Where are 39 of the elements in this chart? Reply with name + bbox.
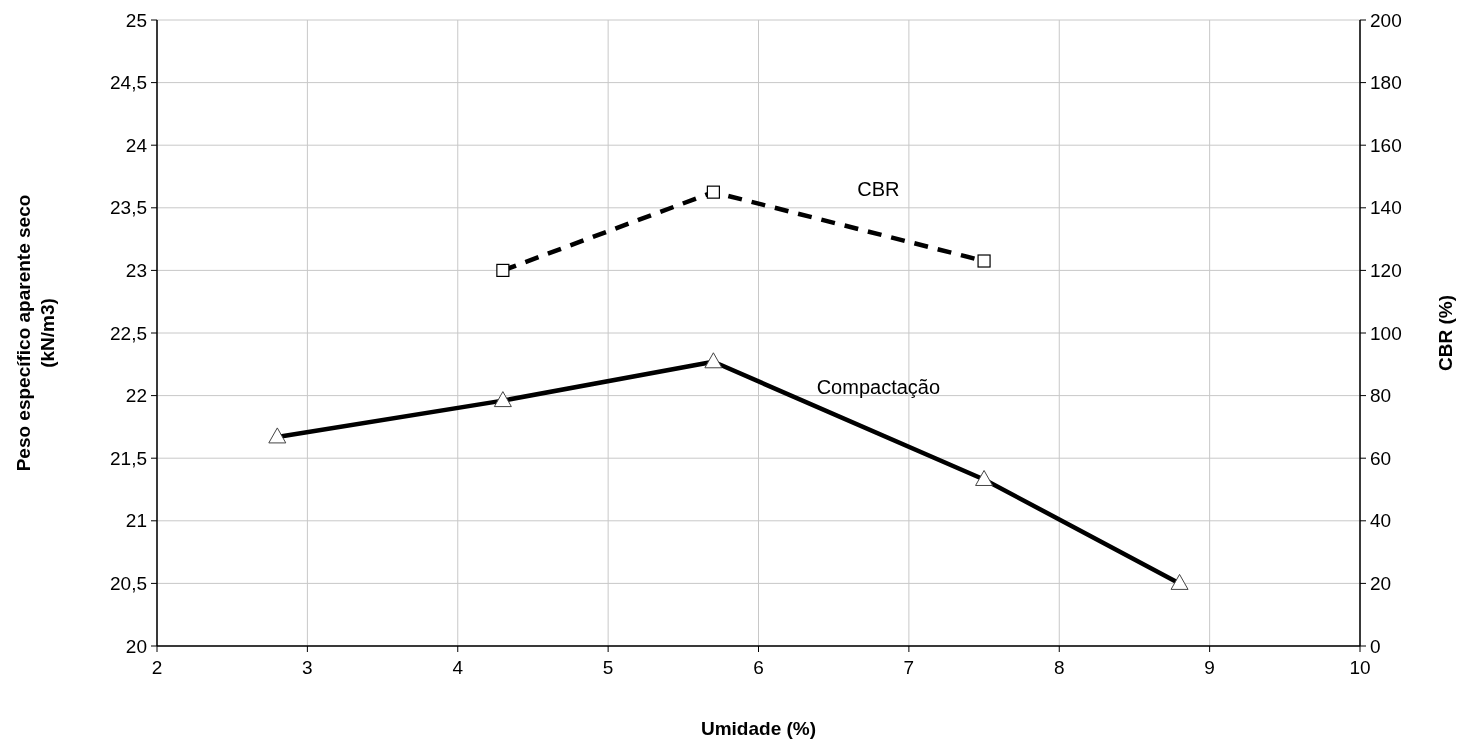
x-tick-label: 2 <box>151 657 163 678</box>
y-tick-label: 23 <box>125 260 147 282</box>
y-tick-label: 23,5 <box>110 197 147 219</box>
point <box>496 263 510 277</box>
y-tick-label: 20 <box>125 635 147 657</box>
point <box>977 254 991 268</box>
y2-tick-label: 140 <box>1370 197 1402 219</box>
y2-tick-label: 120 <box>1370 260 1402 282</box>
y-tick-label: 25 <box>125 9 147 31</box>
y-tick-label: 20,5 <box>110 573 147 595</box>
y-tick-label: 22,5 <box>110 322 147 344</box>
y-tick-label: 21 <box>125 510 147 532</box>
point <box>706 185 720 199</box>
x-axis-title: Umidade (%) <box>700 718 817 739</box>
y2-tick-label: 20 <box>1370 573 1392 595</box>
y2-tick-label: 40 <box>1370 510 1392 532</box>
y2-tick-label: 0 <box>1370 635 1381 657</box>
x-tick-label: 9 <box>1204 657 1215 678</box>
x-tick-label: 7 <box>903 657 915 678</box>
y2-tick-label: 160 <box>1370 134 1402 156</box>
x-tick-label: 8 <box>1053 657 1065 678</box>
y2-tick-label: 100 <box>1370 322 1402 344</box>
series-label: Compactação <box>816 375 941 398</box>
y-tick-label: 21,5 <box>110 447 147 469</box>
x-tick-label: 6 <box>753 657 764 678</box>
y-tick-label: 24 <box>125 134 148 156</box>
y2-tick-label: 60 <box>1370 447 1392 469</box>
y2-axis-title: CBR (%) <box>1435 295 1456 371</box>
y2-tick-label: 200 <box>1370 9 1402 31</box>
x-tick-label: 4 <box>452 657 464 678</box>
y-tick-label: 22 <box>125 385 147 407</box>
x-tick-label: 3 <box>302 657 313 678</box>
x-tick-label: 5 <box>602 657 614 678</box>
series-label: CBR <box>857 178 900 201</box>
y2-tick-label: 180 <box>1370 72 1402 94</box>
y-axis-title: Peso específico aparente seco (kN/m3) <box>13 194 58 472</box>
y-tick-label: 24,5 <box>110 72 147 94</box>
x-tick-label: 10 <box>1349 657 1371 678</box>
y2-tick-label: 80 <box>1370 385 1392 407</box>
